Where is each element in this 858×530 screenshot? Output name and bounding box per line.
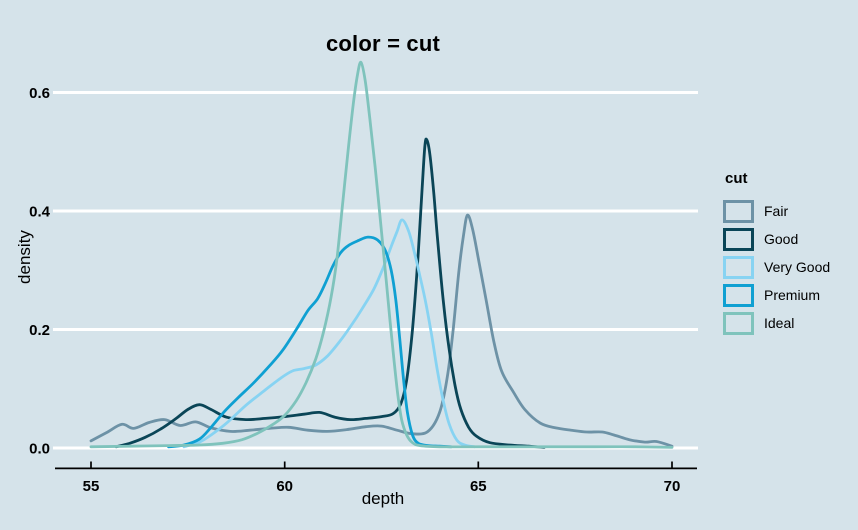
- y-tick-label-0.6: 0.6: [29, 85, 50, 102]
- legend: cut Fair Good Very Good Premium Ideal: [723, 170, 830, 339]
- chart-title: color = cut: [325, 31, 441, 56]
- y-tick-label-0.2: 0.2: [29, 322, 50, 339]
- density-curve-very-good: [182, 218, 476, 449]
- legend-label-good: Good: [764, 231, 799, 247]
- legend-title: cut: [725, 170, 748, 187]
- legend-label-fair: Fair: [764, 203, 789, 219]
- legend-item-fair: Fair: [723, 199, 830, 223]
- legend-label-premium: Premium: [764, 287, 821, 303]
- x-axis-title: depth: [361, 489, 405, 508]
- y-tick-label-0.4: 0.4: [29, 204, 51, 221]
- legend-label-very-good: Very Good: [764, 259, 831, 275]
- y-axis-title: density: [15, 230, 34, 284]
- legend-item-premium: Premium: [723, 283, 830, 307]
- legend-item-ideal: Ideal: [723, 311, 830, 335]
- legend-item-very-good: Very Good: [723, 255, 830, 279]
- density-curve-ideal: [89, 60, 674, 449]
- legend-item-good: Good: [723, 227, 830, 251]
- density-curve-good: [114, 137, 546, 449]
- x-tick-label-60: 60: [276, 478, 293, 495]
- y-tick-label-0.0: 0.0: [29, 441, 50, 458]
- legend-items: Fair Good Very Good Premium Ideal: [723, 199, 830, 335]
- legend-swatch-very-good: [723, 255, 754, 279]
- legend-label-ideal: Ideal: [764, 315, 795, 331]
- x-tick-label-65: 65: [470, 478, 487, 495]
- density-curve-premium: [167, 235, 453, 449]
- density-curve-fair: [89, 213, 674, 448]
- legend-swatch-good: [723, 227, 754, 251]
- x-tick-label-70: 70: [664, 478, 681, 495]
- legend-swatch-ideal: [723, 311, 754, 335]
- legend-swatch-premium: [723, 283, 754, 307]
- x-tick-label-55: 55: [83, 478, 100, 495]
- legend-swatch-fair: [723, 199, 754, 223]
